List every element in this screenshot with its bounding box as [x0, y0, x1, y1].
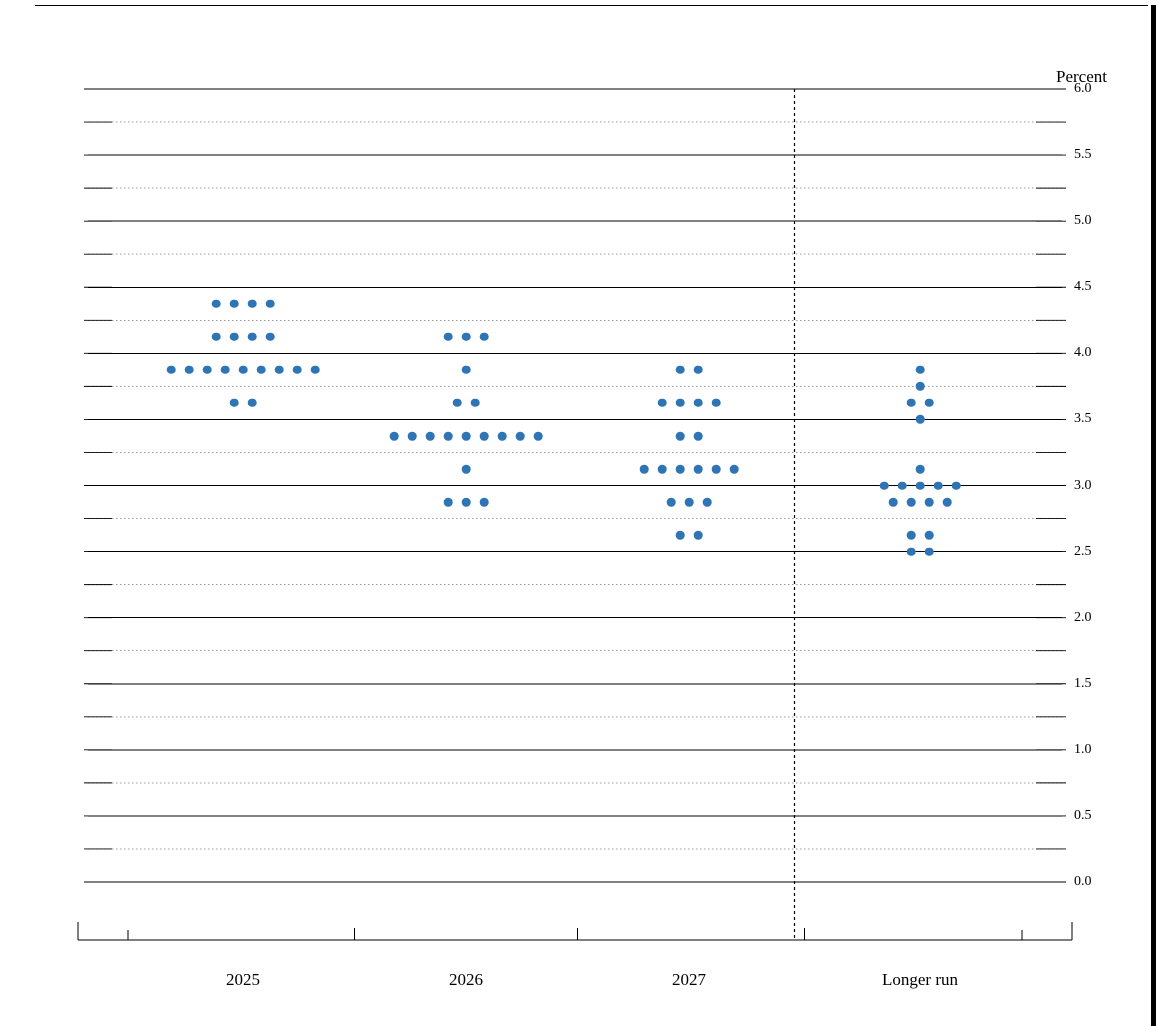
y-tick-label: 4.5: [1074, 279, 1114, 295]
projection-dot: [480, 333, 489, 342]
projection-dot: [694, 399, 703, 408]
projection-dot: [676, 366, 685, 375]
projection-dot: [916, 481, 925, 490]
projection-dot: [239, 366, 248, 375]
projection-dot: [889, 498, 898, 507]
projection-dot: [293, 366, 302, 375]
projection-dot: [880, 481, 889, 490]
projection-dot: [444, 432, 453, 441]
y-tick-label: 4.0: [1074, 345, 1114, 361]
projection-dot: [516, 432, 525, 441]
projection-dot: [221, 366, 230, 375]
projection-dot: [925, 547, 934, 556]
projection-dot: [471, 399, 480, 408]
projection-dot: [462, 333, 471, 342]
projection-dot: [462, 432, 471, 441]
projection-dot: [408, 432, 417, 441]
projection-dot: [916, 465, 925, 474]
dot-plot-chart: 0.00.51.01.52.02.53.03.54.04.55.05.56.0P…: [0, 0, 1158, 1026]
projection-dot: [462, 465, 471, 474]
x-category-label: Longer run: [882, 970, 958, 990]
projection-dot: [685, 498, 694, 507]
projection-dot: [212, 299, 221, 308]
projection-dot: [462, 366, 471, 375]
projection-dot: [907, 399, 916, 408]
projection-dot: [907, 547, 916, 556]
projection-dot: [167, 366, 176, 375]
projection-dot: [230, 399, 239, 408]
projection-dot: [925, 399, 934, 408]
projection-dot: [676, 465, 685, 474]
projection-dot: [943, 498, 952, 507]
projection-dot: [248, 299, 257, 308]
projection-dot: [667, 498, 676, 507]
y-tick-label: 5.5: [1074, 147, 1114, 163]
x-category-label: 2026: [449, 970, 483, 990]
x-category-label: 2027: [672, 970, 706, 990]
projection-dot: [676, 531, 685, 540]
projection-dot: [712, 465, 721, 474]
projection-dot: [498, 432, 507, 441]
projection-dot: [907, 531, 916, 540]
projection-dot: [390, 432, 399, 441]
projection-dot: [311, 366, 320, 375]
y-tick-label: 0.0: [1074, 874, 1114, 890]
projection-dot: [203, 366, 212, 375]
y-axis-label: Percent: [1056, 67, 1107, 87]
y-tick-label: 5.0: [1074, 213, 1114, 229]
projection-dot: [694, 366, 703, 375]
projection-dot: [694, 432, 703, 441]
projection-dot: [426, 432, 435, 441]
projection-dot: [275, 366, 284, 375]
projection-dot: [185, 366, 194, 375]
projection-dot: [212, 333, 221, 342]
projection-dot: [444, 498, 453, 507]
projection-dot: [444, 333, 453, 342]
projection-dot: [248, 399, 257, 408]
x-category-label: 2025: [226, 970, 260, 990]
projection-dot: [703, 498, 712, 507]
projection-dot: [916, 382, 925, 391]
projection-dot: [266, 333, 275, 342]
projection-dot: [266, 299, 275, 308]
projection-dot: [712, 399, 721, 408]
y-tick-label: 2.5: [1074, 544, 1114, 560]
projection-dot: [248, 333, 257, 342]
projection-dot: [676, 399, 685, 408]
projection-dot: [730, 465, 739, 474]
projection-dot: [230, 299, 239, 308]
y-tick-label: 1.0: [1074, 742, 1114, 758]
projection-dot: [462, 498, 471, 507]
y-tick-label: 2.0: [1074, 610, 1114, 626]
projection-dot: [658, 399, 667, 408]
projection-dot: [694, 465, 703, 474]
projection-dot: [534, 432, 543, 441]
projection-dot: [480, 432, 489, 441]
projection-dot: [925, 498, 934, 507]
projection-dot: [640, 465, 649, 474]
projection-dot: [257, 366, 266, 375]
projection-dot: [694, 531, 703, 540]
projection-dot: [676, 432, 685, 441]
projection-dot: [480, 498, 489, 507]
y-tick-label: 0.5: [1074, 808, 1114, 824]
projection-dot: [925, 531, 934, 540]
projection-dot: [230, 333, 239, 342]
projection-dot: [916, 415, 925, 424]
projection-dot: [934, 481, 943, 490]
y-tick-label: 3.0: [1074, 478, 1114, 494]
projection-dot: [907, 498, 916, 507]
projection-dot: [898, 481, 907, 490]
projection-dot: [453, 399, 462, 408]
projection-dot: [916, 366, 925, 375]
projection-dot: [952, 481, 961, 490]
projection-dot: [658, 465, 667, 474]
y-tick-label: 1.5: [1074, 676, 1114, 692]
y-tick-label: 3.5: [1074, 411, 1114, 427]
